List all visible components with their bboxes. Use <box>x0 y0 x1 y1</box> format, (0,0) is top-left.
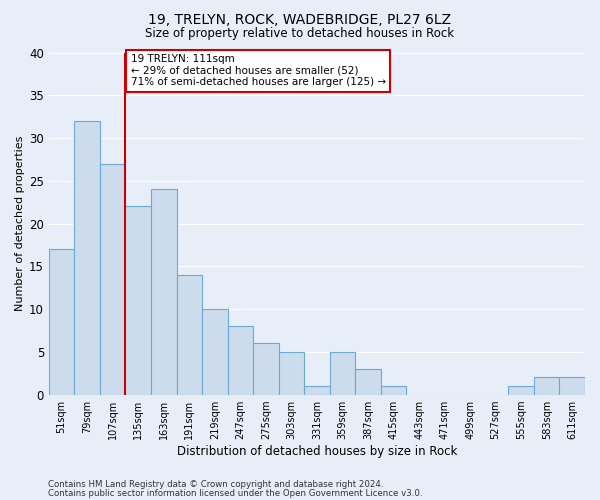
Bar <box>227 326 253 394</box>
Bar <box>151 190 176 394</box>
Bar <box>278 352 304 395</box>
Bar <box>330 352 355 395</box>
Bar <box>202 309 227 394</box>
Bar <box>253 344 278 394</box>
Bar <box>49 249 74 394</box>
Text: Contains HM Land Registry data © Crown copyright and database right 2024.: Contains HM Land Registry data © Crown c… <box>48 480 383 489</box>
Text: Contains public sector information licensed under the Open Government Licence v3: Contains public sector information licen… <box>48 488 422 498</box>
Bar <box>304 386 330 394</box>
Bar <box>74 121 100 394</box>
Text: 19, TRELYN, ROCK, WADEBRIDGE, PL27 6LZ: 19, TRELYN, ROCK, WADEBRIDGE, PL27 6LZ <box>148 12 452 26</box>
Text: 19 TRELYN: 111sqm
← 29% of detached houses are smaller (52)
71% of semi-detached: 19 TRELYN: 111sqm ← 29% of detached hous… <box>131 54 386 88</box>
Text: Size of property relative to detached houses in Rock: Size of property relative to detached ho… <box>145 28 455 40</box>
Bar <box>355 369 381 394</box>
Bar <box>559 378 585 394</box>
Bar <box>508 386 534 394</box>
Bar <box>381 386 406 394</box>
Y-axis label: Number of detached properties: Number of detached properties <box>15 136 25 311</box>
Bar <box>176 275 202 394</box>
Bar <box>125 206 151 394</box>
Bar <box>100 164 125 394</box>
Bar <box>534 378 559 394</box>
X-axis label: Distribution of detached houses by size in Rock: Distribution of detached houses by size … <box>177 444 457 458</box>
